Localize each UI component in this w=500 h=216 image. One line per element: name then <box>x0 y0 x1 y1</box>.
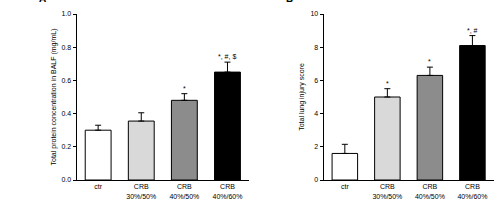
svg-text:CRB40%/60%: CRB40%/60% <box>212 183 242 199</box>
svg-text:B: B <box>286 0 293 4</box>
svg-text:0.8: 0.8 <box>61 44 71 51</box>
svg-text:*, #, $: *, #, $ <box>218 53 236 60</box>
svg-text:8: 8 <box>314 44 318 51</box>
svg-text:*: * <box>386 80 389 87</box>
svg-text:ctr: ctr <box>341 183 349 190</box>
svg-text:CRB40%/50%: CRB40%/50% <box>169 183 199 199</box>
svg-text:Total protein concentration in: Total protein concentration in BALF (mg/… <box>50 29 58 166</box>
svg-text:CRB30%/50%: CRB30%/50% <box>372 183 402 199</box>
svg-text:0: 0 <box>314 176 318 183</box>
svg-text:*: * <box>183 85 186 92</box>
svg-text:CRB30%/50%: CRB30%/50% <box>126 183 156 199</box>
svg-text:0.2: 0.2 <box>61 143 71 150</box>
svg-text:*, #: *, # <box>467 27 478 34</box>
svg-text:1.0: 1.0 <box>61 10 71 17</box>
svg-text:6: 6 <box>314 77 318 84</box>
svg-text:Total lung injury score: Total lung injury score <box>298 63 306 131</box>
svg-text:CRB40%/50%: CRB40%/50% <box>415 183 445 199</box>
svg-text:CRB40%/60%: CRB40%/60% <box>457 183 487 199</box>
svg-text:10: 10 <box>310 10 318 17</box>
svg-text:A: A <box>39 0 46 4</box>
svg-text:0.6: 0.6 <box>61 77 71 84</box>
svg-text:0.0: 0.0 <box>61 176 71 183</box>
svg-text:ctr: ctr <box>94 183 102 190</box>
svg-text:2: 2 <box>314 143 318 150</box>
svg-text:0.4: 0.4 <box>61 110 71 117</box>
svg-text:*: * <box>428 58 431 65</box>
svg-text:4: 4 <box>314 110 318 117</box>
